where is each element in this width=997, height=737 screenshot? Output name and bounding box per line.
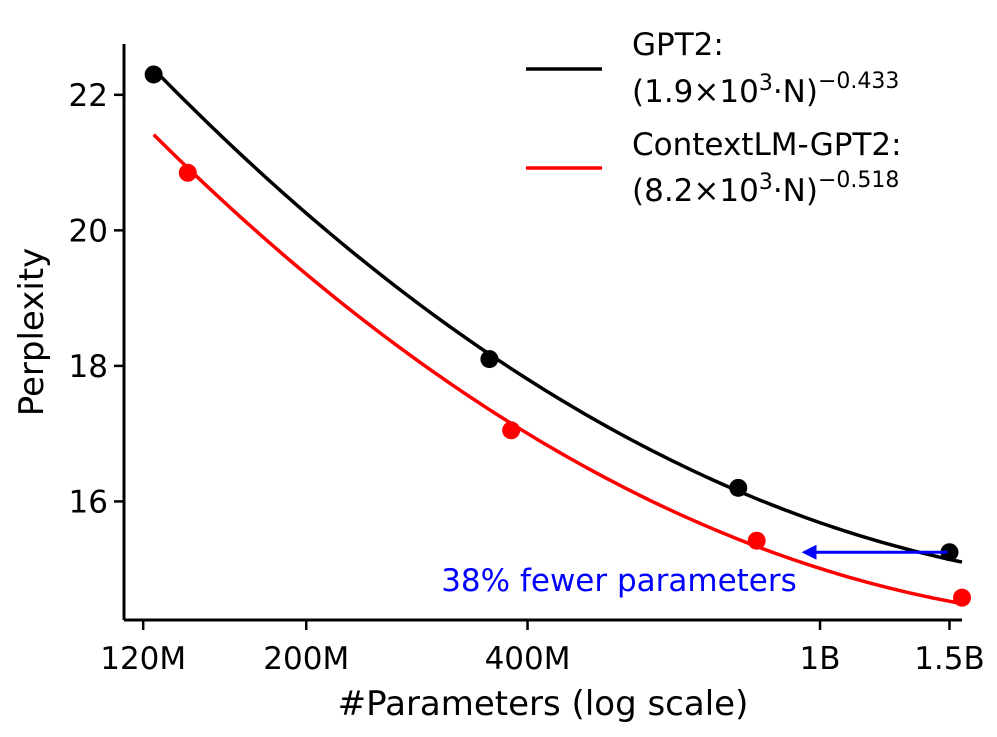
legend-entry-gpt2: GPT2: (1.9×103·N)−0.433	[526, 27, 899, 110]
fit-line-contextlm	[152, 133, 963, 606]
y-ticks: 16 18 20 22	[69, 78, 124, 520]
y-axis-title: Perplexity	[12, 248, 52, 417]
legend-title-gpt2: GPT2:	[632, 27, 724, 63]
y-tick-label: 20	[69, 213, 108, 249]
data-point-gpt2	[144, 65, 163, 84]
data-points	[144, 65, 971, 607]
data-point-contextlm	[178, 163, 197, 182]
data-point-contextlm	[502, 421, 521, 440]
data-point-contextlm	[747, 531, 766, 550]
legend-title-contextlm: ContextLM-GPT2:	[632, 127, 902, 163]
y-tick-label: 18	[69, 349, 108, 385]
legend-entry-contextlm: ContextLM-GPT2: (8.2×103·N)−0.518	[526, 127, 902, 209]
x-tick-label: 200M	[263, 641, 349, 677]
annotation: 38% fewer parameters	[441, 544, 948, 599]
x-tick-label: 400M	[485, 641, 571, 677]
x-axis-title: #Parameters (log scale)	[338, 684, 749, 724]
data-point-contextlm	[953, 588, 971, 607]
legend-formula-gpt2: (1.9×103·N)−0.433	[632, 69, 899, 110]
legend-formula-contextlm: (8.2×103·N)−0.518	[632, 168, 899, 209]
plot-area: 38% fewer parameters	[144, 65, 971, 607]
y-tick-label: 16	[69, 484, 108, 520]
x-tick-label: 120M	[100, 641, 186, 677]
annotation-text: 38% fewer parameters	[441, 563, 797, 599]
fit-lines	[152, 67, 963, 606]
x-tick-label: 1.5B	[914, 641, 985, 677]
axes: 120M 200M 400M 1B 1.5B 16 18 20 22 #Parameters …	[12, 44, 985, 724]
y-tick-label: 22	[69, 78, 108, 114]
data-point-gpt2	[940, 543, 959, 562]
data-point-gpt2	[729, 478, 748, 497]
fit-line-gpt2	[152, 67, 963, 564]
data-point-gpt2	[480, 350, 499, 369]
x-ticks: 120M 200M 400M 1B 1.5B	[100, 620, 985, 677]
legend: GPT2: (1.9×103·N)−0.433 ContextLM-GPT2: …	[526, 27, 902, 209]
x-tick-label: 1B	[800, 641, 841, 677]
